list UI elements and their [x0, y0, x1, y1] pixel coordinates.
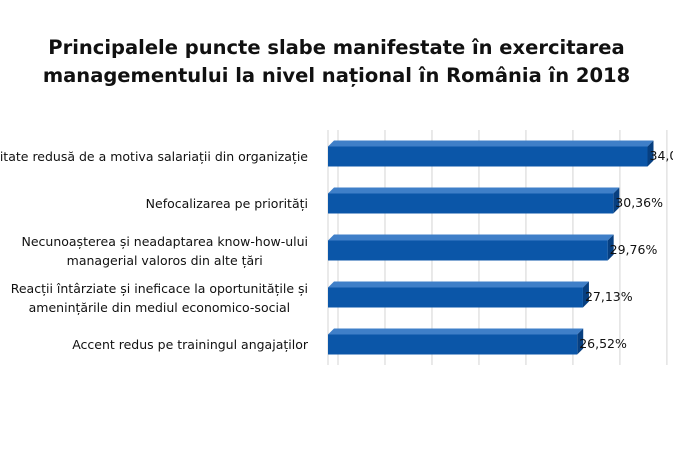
bar: [328, 287, 583, 308]
value-label: 34,0: [650, 148, 673, 163]
bar-side: [607, 234, 614, 261]
category-text: Necunoașterea și neadaptarea know-how-ul…: [21, 233, 308, 268]
value-label: 30,36%: [615, 195, 663, 210]
value-label: 27,13%: [585, 289, 633, 304]
bar: [328, 240, 608, 261]
category-text: Nefocalizarea pe priorități: [145, 196, 308, 211]
bar: [328, 193, 614, 214]
bar-side: [577, 328, 584, 355]
value-label: 29,76%: [610, 242, 658, 257]
bar-top: [328, 187, 620, 194]
bar-top: [328, 140, 654, 147]
chart-title: Principalele puncte slabe manifestate în…: [42, 36, 631, 87]
category-label: Necunoașterea și neadaptarea know-how-ul…: [0, 229, 308, 273]
category-text: Capacitate redusă de a motiva salariații…: [0, 149, 308, 164]
bar-top: [328, 281, 589, 288]
category-text: Accent redus pe trainingul angajaților: [72, 337, 308, 352]
bar-top: [328, 328, 584, 335]
bar: [328, 334, 578, 355]
bar-side: [647, 140, 654, 167]
bar-top: [328, 234, 614, 241]
value-label: 26,52%: [579, 336, 627, 351]
bar-side: [613, 187, 620, 214]
bar-side: [582, 281, 589, 308]
category-label: Capacitate redusă de a motiva salariații…: [0, 135, 308, 179]
category-label: Accent redus pe trainingul angajaților: [0, 323, 308, 367]
bar: [328, 146, 648, 167]
category-text: Reacții întârziate și ineficace la oport…: [10, 280, 308, 315]
category-label: Reacții întârziate și ineficace la oport…: [0, 276, 308, 320]
category-label: Nefocalizarea pe priorități: [0, 182, 308, 226]
